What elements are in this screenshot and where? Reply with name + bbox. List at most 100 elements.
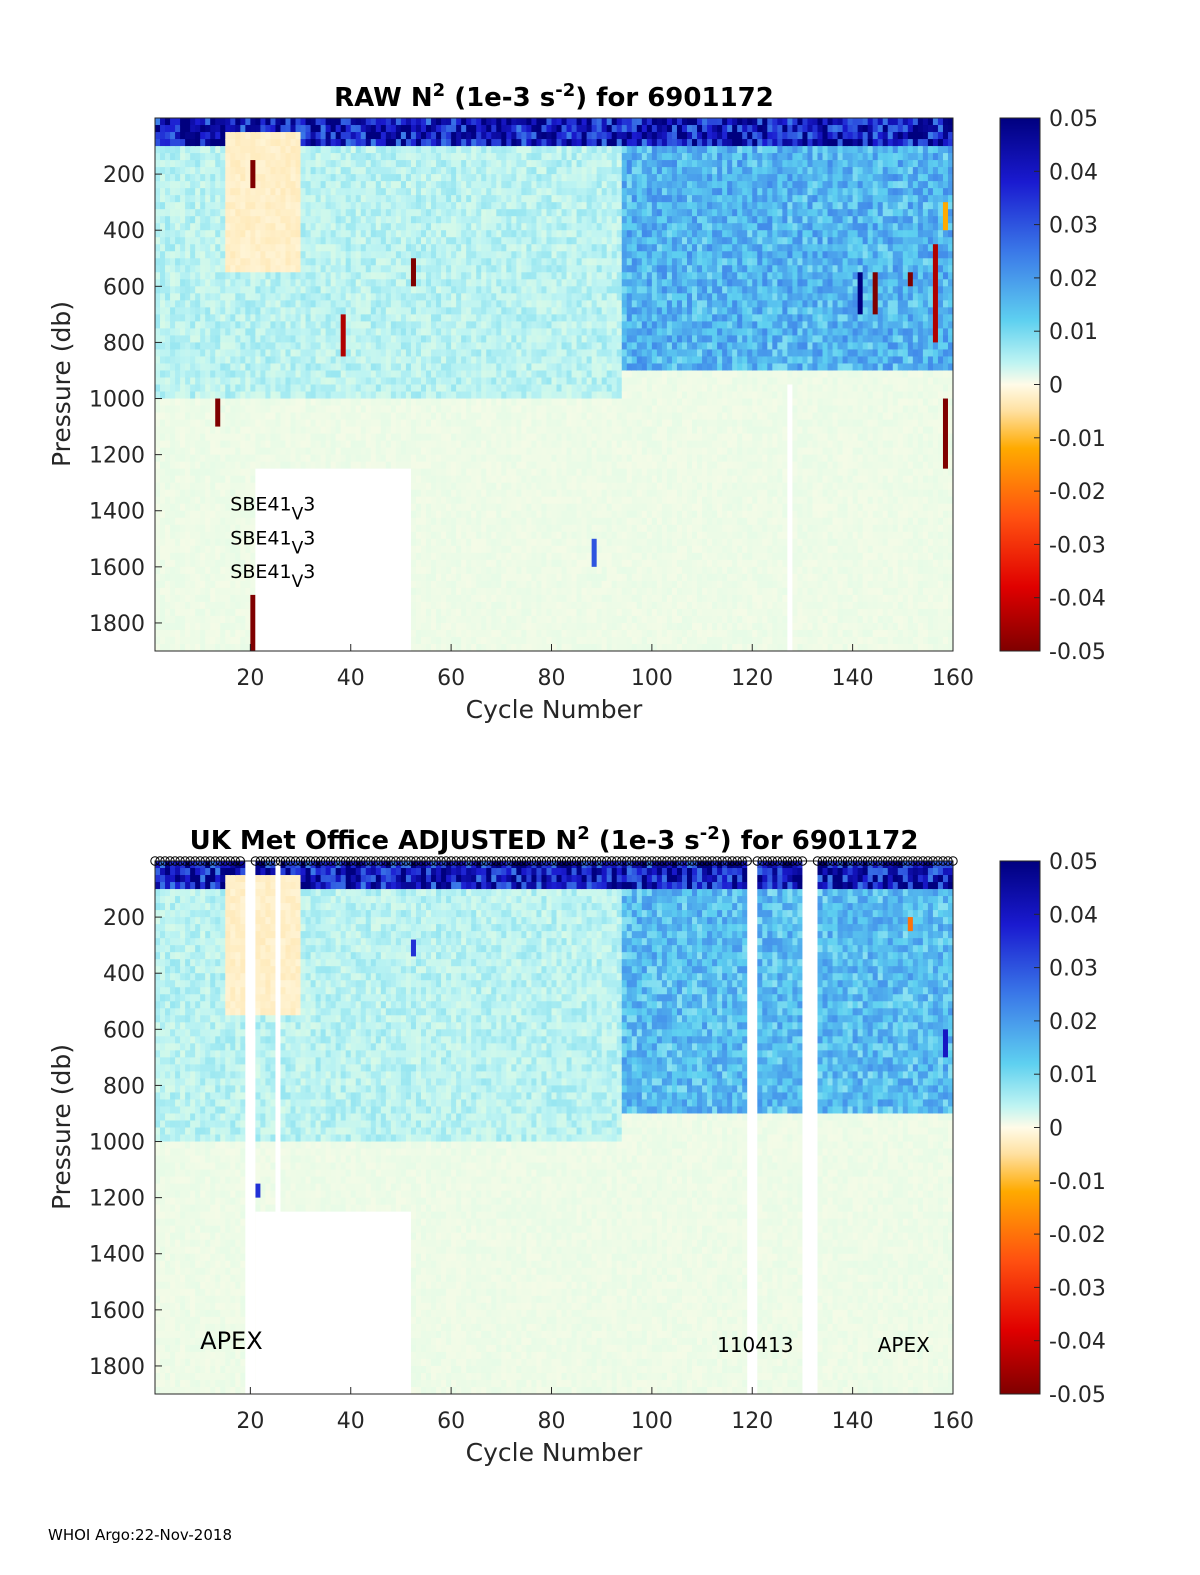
heatmap-cell (345, 258, 352, 266)
heatmap-cell (476, 489, 482, 498)
heatmap-cell (421, 202, 427, 210)
heatmap-cell (245, 349, 251, 358)
heatmap-cell (185, 300, 191, 308)
heatmap-cell (185, 209, 191, 217)
heatmap-cell (415, 153, 422, 161)
heatmap-cell (310, 195, 317, 203)
heatmap-cell (446, 636, 452, 645)
heatmap-cell (421, 587, 427, 596)
heatmap-cell (330, 181, 337, 189)
heatmap-cell (410, 195, 417, 203)
heatmap-cell (160, 146, 166, 154)
heatmap-cell (180, 454, 186, 463)
heatmap-cell (255, 293, 261, 301)
heatmap-cell (350, 363, 357, 372)
heatmap-cell (446, 524, 452, 533)
heatmap-cell (405, 461, 412, 470)
heatmap-cell (390, 321, 397, 329)
heatmap-cell (195, 335, 201, 344)
heatmap-cell (436, 230, 442, 238)
heatmap-cell (255, 461, 261, 470)
heatmap-cell (205, 496, 211, 505)
heatmap-cell (431, 545, 437, 554)
heatmap-cell (175, 573, 181, 582)
heatmap-cell (250, 216, 256, 224)
heatmap-cell (410, 482, 417, 491)
heatmap-cell (350, 160, 357, 168)
heatmap-cell (280, 125, 287, 133)
heatmap-cell (335, 419, 342, 428)
heatmap-cell (360, 286, 367, 294)
heatmap-cell (370, 307, 377, 315)
heatmap-cell (345, 454, 352, 463)
heatmap-cell (335, 440, 342, 449)
heatmap-cell (350, 356, 357, 365)
heatmap-cell (456, 643, 462, 651)
heatmap-cell (280, 139, 287, 147)
heatmap-cell (180, 643, 186, 651)
heatmap-cell (170, 132, 176, 140)
heatmap-cell (426, 545, 432, 554)
heatmap-cell (155, 482, 161, 491)
heatmap-cell (155, 356, 161, 365)
heatmap-cell (205, 503, 211, 512)
heatmap-cell (446, 517, 452, 526)
heatmap-cell (390, 237, 397, 245)
heatmap-cell (290, 384, 297, 393)
heatmap-cell (225, 559, 231, 568)
heatmap-cell (310, 146, 317, 154)
heatmap-cell (205, 349, 211, 358)
heatmap-cell (220, 146, 226, 154)
heatmap-cell (240, 587, 246, 596)
heatmap-cell (395, 237, 402, 245)
heatmap-cell (195, 251, 201, 259)
heatmap-cell (315, 188, 322, 196)
heatmap-cell (421, 433, 427, 442)
heatmap-cell (461, 279, 467, 287)
heatmap-cell (310, 265, 317, 273)
heatmap-cell (310, 307, 317, 315)
heatmap-cell (165, 398, 171, 407)
heatmap-cell (446, 552, 452, 561)
heatmap-cell (300, 412, 307, 421)
heatmap-cell (395, 307, 402, 315)
heatmap-cell (431, 342, 437, 351)
heatmap-cell (400, 265, 407, 273)
heatmap-cell (330, 118, 337, 126)
heatmap-cell (410, 643, 417, 651)
heatmap-cell (451, 139, 457, 147)
heatmap-cell (446, 251, 452, 259)
heatmap-cell (265, 384, 272, 393)
heatmap-cell (190, 461, 196, 470)
heatmap-cell (481, 279, 487, 287)
heatmap-cell (265, 328, 272, 337)
heatmap-cell (255, 370, 261, 379)
heatmap-cell (190, 601, 196, 610)
heatmap-cell (215, 363, 221, 372)
heatmap-cell (190, 146, 196, 154)
heatmap-cell (345, 314, 352, 322)
heatmap-cell (410, 146, 417, 154)
heatmap-cell (225, 573, 231, 582)
heatmap-cell (255, 181, 261, 189)
heatmap-cell (410, 601, 417, 610)
heatmap-cell (345, 307, 352, 315)
heatmap-cell (320, 265, 327, 273)
heatmap-cell (220, 244, 226, 252)
heatmap-cell (461, 426, 467, 435)
heatmap-cell (451, 237, 457, 245)
heatmap-cell (285, 335, 292, 344)
heatmap-cell (265, 279, 272, 287)
heatmap-cell (365, 125, 372, 133)
heatmap-cell (300, 300, 307, 308)
heatmap-cell (476, 342, 482, 351)
heatmap-cell (160, 447, 166, 456)
heatmap-cell (456, 258, 462, 266)
heatmap-cell (155, 153, 161, 161)
heatmap-cell (220, 160, 226, 168)
heatmap-cell (456, 405, 462, 414)
heatmap-cell (456, 237, 462, 245)
heatmap-cell (350, 454, 357, 463)
heatmap-cell (175, 146, 181, 154)
